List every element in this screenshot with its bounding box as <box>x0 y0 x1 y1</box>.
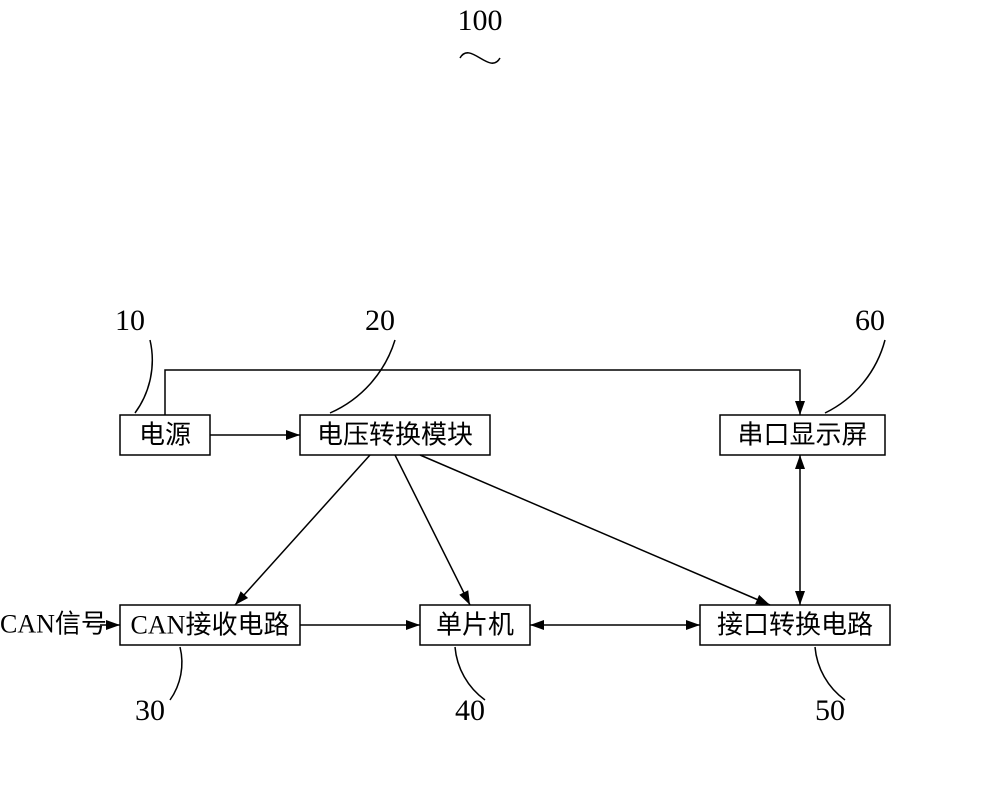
leader-l50 <box>815 647 845 700</box>
edge-n20-n30 <box>235 455 370 605</box>
figure-ref-100: 100 <box>458 4 503 37</box>
edge-n30-n40 <box>300 620 420 630</box>
edge-n10-n20 <box>210 430 300 440</box>
edge-n40-n50 <box>530 620 700 630</box>
node-label: 接口转换电路 <box>717 611 873 640</box>
leader-l40 <box>455 647 485 700</box>
node-n10: 电源 <box>120 415 210 455</box>
node-label: 串口显示屏 <box>737 421 867 450</box>
node-label: 电压转换模块 <box>317 421 473 450</box>
figure-ref-tilde <box>460 53 500 63</box>
ref-label-r60: 60 <box>855 304 885 337</box>
edge-n50-n60 <box>795 455 805 605</box>
node-label: 单片机 <box>436 611 514 640</box>
ref-label-r40: 40 <box>455 694 485 727</box>
node-n20: 电压转换模块 <box>300 415 490 455</box>
edge-n20-n40 <box>395 455 470 605</box>
input-signal-label: CAN信号 <box>0 610 107 639</box>
leader-l30 <box>170 647 182 700</box>
node-n30: CAN接收电路 <box>120 605 300 645</box>
node-n50: 接口转换电路 <box>700 605 890 645</box>
leader-l10 <box>135 340 152 413</box>
ref-label-r20: 20 <box>365 304 395 337</box>
ref-label-r30: 30 <box>135 694 165 727</box>
ref-label-r10: 10 <box>115 304 145 337</box>
node-n60: 串口显示屏 <box>720 415 885 455</box>
leader-l20 <box>330 340 395 413</box>
edge-n20-n50 <box>420 455 770 605</box>
leader-l60 <box>825 340 885 413</box>
edge-n10top-n60top <box>165 370 805 415</box>
node-label: 电源 <box>139 421 191 450</box>
node-label: CAN接收电路 <box>131 611 290 640</box>
diagram-canvas: 100 电源 电压转换模块 串口显示屏 CAN接收电路 单片机 接口转换电路 CAN信号 10 2… <box>0 0 1000 796</box>
node-n40: 单片机 <box>420 605 530 645</box>
ref-label-r50: 50 <box>815 694 845 727</box>
